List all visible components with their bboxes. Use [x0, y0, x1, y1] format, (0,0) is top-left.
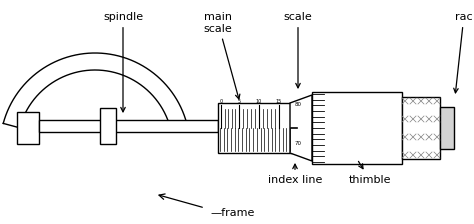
Text: 70: 70	[295, 141, 302, 146]
Polygon shape	[290, 95, 312, 161]
Text: rac: rac	[454, 12, 473, 93]
Bar	[440, 107, 454, 149]
Text: 80: 80	[295, 102, 302, 107]
Text: —frame: —frame	[210, 208, 255, 218]
Bar	[218, 103, 292, 153]
Bar	[39, 120, 218, 132]
Text: 10: 10	[255, 99, 262, 104]
Text: index line: index line	[268, 164, 322, 185]
Bar	[312, 92, 402, 164]
Text: scale: scale	[283, 12, 312, 88]
Text: 0: 0	[219, 99, 222, 104]
Polygon shape	[3, 53, 187, 128]
Bar	[402, 97, 440, 159]
Text: main
scale: main scale	[204, 12, 240, 99]
Text: 5: 5	[237, 99, 240, 104]
Bar	[17, 112, 39, 144]
Text: thimble: thimble	[349, 161, 391, 185]
Text: spindle: spindle	[103, 12, 143, 112]
Bar	[100, 108, 116, 144]
Text: 15: 15	[275, 99, 282, 104]
